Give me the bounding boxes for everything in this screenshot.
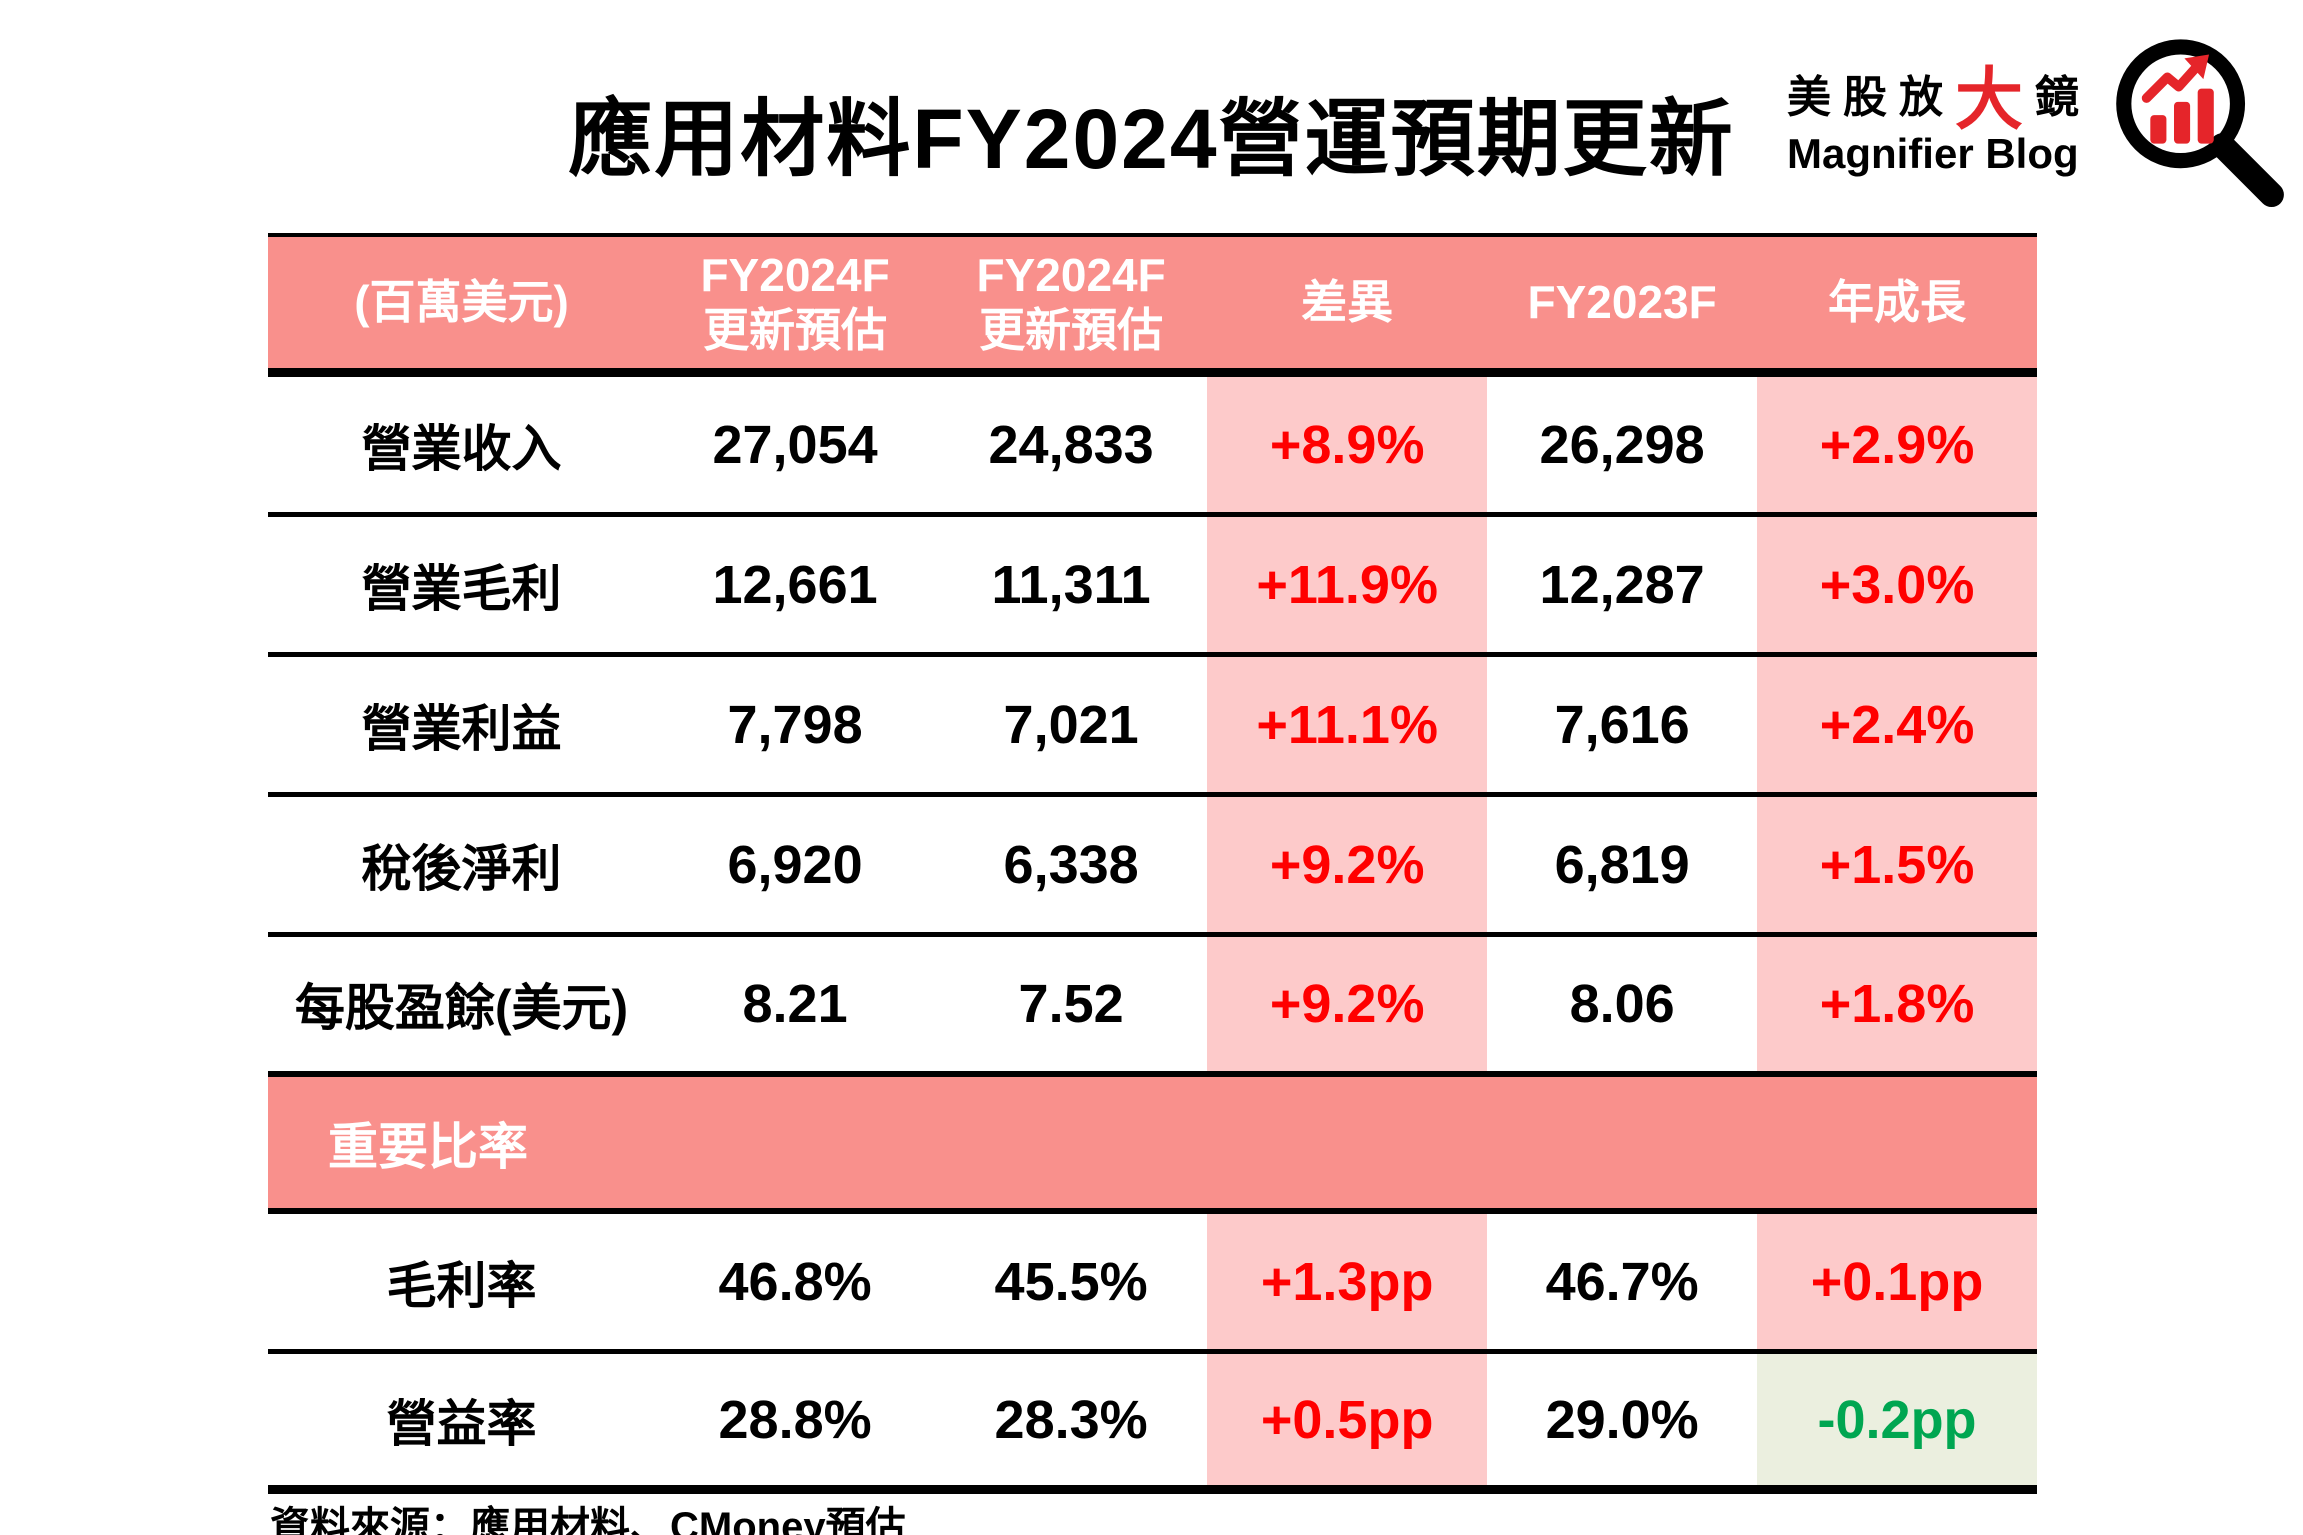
table-row-operating-income: 營業利益 7,798 7,021 +11.1% 7,616 +2.4% <box>268 657 2037 797</box>
table-row-revenue: 營業收入 27,054 24,833 +8.9% 26,298 +2.9% <box>268 377 2037 517</box>
table-cell: 45.5% <box>994 1251 1148 1312</box>
page-title: 應用材料FY2024營運預期更新 <box>568 92 1735 186</box>
table-cell: 12,661 <box>712 554 878 615</box>
table-cell-yoy: -0.2pp <box>1757 1354 2037 1485</box>
table-cell: 6,338 <box>1003 834 1139 895</box>
table-cell: 7,798 <box>727 694 863 755</box>
table-cell: 27,054 <box>712 414 878 475</box>
table-cell: 8.06 <box>1569 974 1675 1034</box>
table-cell: 7,616 <box>1554 694 1690 755</box>
magnifier-chart-icon <box>2116 39 2284 208</box>
table-cell: 8.21 <box>742 974 848 1034</box>
table-cell: 29.0% <box>1545 1389 1699 1450</box>
table-cell: 7.52 <box>1018 974 1124 1034</box>
table-cell: 28.3% <box>994 1389 1148 1450</box>
table-cell-diff: +11.9% <box>1207 517 1488 652</box>
table-cell: 46.8% <box>718 1251 872 1312</box>
table-cell: 28.8% <box>718 1389 872 1450</box>
header-fy2023f: FY2023F <box>1527 276 1717 329</box>
table-cell-diff: +8.9% <box>1207 377 1488 512</box>
header-unit-label: (百萬美元) <box>354 276 569 329</box>
table-cell-yoy: +1.5% <box>1757 797 2037 932</box>
table-row-gross-margin: 毛利率 46.8% 45.5% +1.3pp 46.7% +0.1pp <box>268 1214 2037 1354</box>
header-fy2024f-updated: FY2024F 更新預估 <box>700 249 890 356</box>
table-row-eps: 每股盈餘(美元) 8.21 7.52 +9.2% 8.06 +1.8% <box>268 937 2037 1077</box>
table-cell-yoy: +2.9% <box>1757 377 2037 512</box>
section-header-label: 重要比率 <box>328 1118 528 1175</box>
forecast-table: (百萬美元) FY2024F 更新預估 FY2024F 更新預估 差異 FY20… <box>268 233 2037 1494</box>
row-label: 營益率 <box>386 1395 537 1452</box>
data-source-note: 資料來源：應用材料、CMoney預估 <box>270 1505 906 1535</box>
row-label: 稅後淨利 <box>361 840 562 897</box>
table-cell: 11,311 <box>991 554 1151 615</box>
table-cell: 24,833 <box>988 414 1154 475</box>
table-cell: 46.7% <box>1545 1251 1699 1312</box>
table-cell-diff: +0.5pp <box>1207 1354 1488 1485</box>
table-cell-diff: +9.2% <box>1207 937 1488 1071</box>
header-difference: 差異 <box>1301 276 1394 329</box>
table-cell-diff: +9.2% <box>1207 797 1488 932</box>
header-yoy-growth: 年成長 <box>1828 276 1967 329</box>
logo-cn-pre: 美股放 <box>1786 73 1955 122</box>
table-cell-yoy: +2.4% <box>1757 657 2037 792</box>
section-header-important-ratios: 重要比率 <box>268 1077 2037 1214</box>
header-fy2024f-previous: FY2024F 更新預估 <box>976 249 1166 356</box>
table-cell: 6,920 <box>727 834 863 895</box>
table-header-row: (百萬美元) FY2024F 更新預估 FY2024F 更新預估 差異 FY20… <box>268 233 2037 377</box>
table-row-gross-profit: 營業毛利 12,661 11,311 +11.9% 12,287 +3.0% <box>268 517 2037 657</box>
table-cell-diff: +11.1% <box>1207 657 1488 792</box>
logo-text: 美股放大鏡 Magnifier Blog <box>1787 58 2091 178</box>
table-cell: 12,287 <box>1539 554 1705 615</box>
table-cell: 7,021 <box>1003 694 1139 755</box>
row-label: 營業毛利 <box>361 560 562 617</box>
table-row-net-income: 稅後淨利 6,920 6,338 +9.2% 6,819 +1.5% <box>268 797 2037 937</box>
table-cell: 26,298 <box>1539 414 1705 475</box>
logo-cn-name: 美股放大鏡 <box>1786 58 2091 138</box>
table-row-operating-margin: 營益率 28.8% 28.3% +0.5pp 29.0% -0.2pp <box>268 1354 2037 1494</box>
table-cell: 6,819 <box>1554 834 1690 895</box>
table-cell-yoy: +0.1pp <box>1757 1214 2037 1349</box>
logo-cn-post: 鏡 <box>2035 73 2091 122</box>
logo-cn-big: 大 <box>1954 61 2035 138</box>
table-cell-diff: +1.3pp <box>1207 1214 1488 1349</box>
row-label: 每股盈餘(美元) <box>294 980 629 1036</box>
table-cell-yoy: +3.0% <box>1757 517 2037 652</box>
row-label: 營業收入 <box>361 420 562 477</box>
logo-en-name: Magnifier Blog <box>1786 130 2079 177</box>
logo: 美股放大鏡 Magnifier Blog <box>1787 28 2287 208</box>
row-label: 營業利益 <box>361 700 562 757</box>
row-label: 毛利率 <box>386 1257 537 1314</box>
table-cell-yoy: +1.8% <box>1757 937 2037 1071</box>
